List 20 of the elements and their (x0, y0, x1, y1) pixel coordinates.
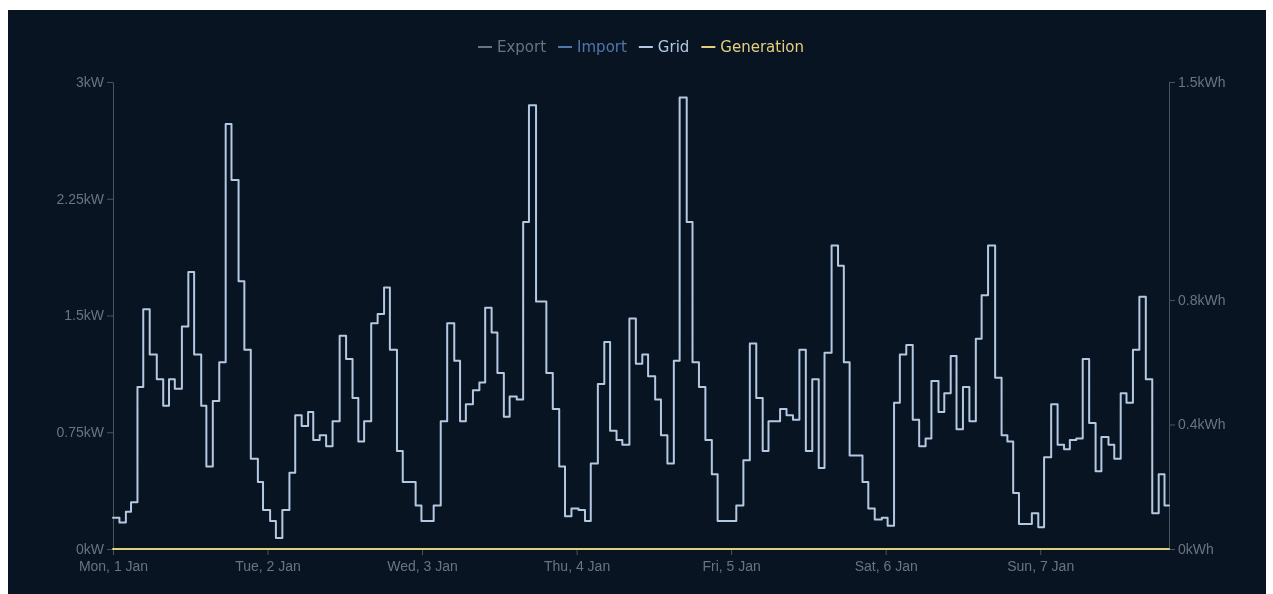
x-tick-label: Mon, 1 Jan (78, 557, 149, 574)
x-tick-label: Thu, 4 Jan (544, 557, 611, 574)
y-tick-label: 0.75kW (56, 424, 105, 441)
y-tick-label: 0kW (76, 540, 105, 557)
legend-label: Generation (720, 38, 805, 56)
y2-tick-label: 0kWh (1178, 540, 1214, 557)
y-tick-label: 2.25kW (56, 190, 105, 207)
x-tick-label: Tue, 2 Jan (235, 557, 301, 574)
x-tick-label: Sat, 6 Jan (854, 557, 918, 574)
y-tick-label: 3kW (76, 73, 105, 90)
x-tick-label: Fri, 5 Jan (702, 557, 761, 574)
x-tick-label: Wed, 3 Jan (387, 557, 458, 574)
x-tick-label: Sun, 7 Jan (1007, 557, 1075, 574)
y-tick-label: 1.5kW (64, 307, 105, 324)
y2-tick-label: 0.8kWh (1178, 291, 1226, 308)
legend-label: Export (496, 38, 547, 56)
y2-tick-label: 0.4kWh (1178, 416, 1226, 433)
legend-label: Import (577, 38, 627, 56)
y2-tick-label: 1.5kWh (1178, 73, 1226, 90)
legend-label: Grid (657, 38, 690, 56)
